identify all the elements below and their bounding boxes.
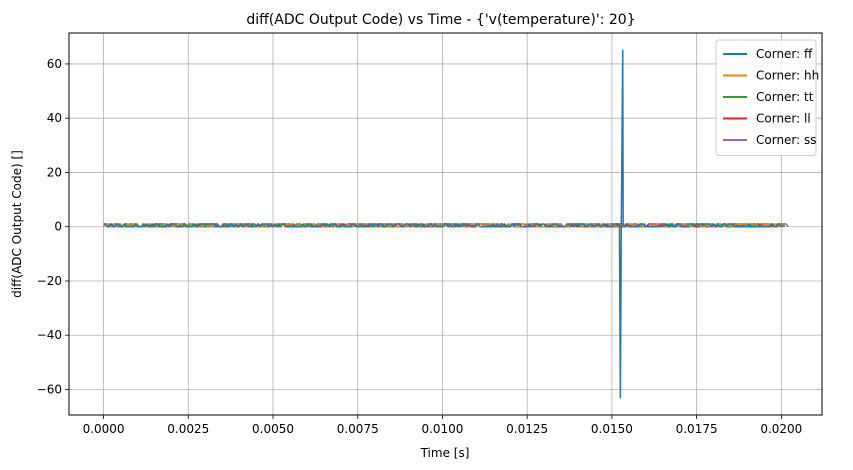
chart-title: diff(ADC Output Code) vs Time - {'v(temp…	[246, 12, 635, 28]
legend-label: Corner: ff	[756, 47, 813, 61]
plot-area	[68, 32, 823, 416]
x-tick-label: 0.0125	[506, 422, 548, 436]
legend: Corner: ff Corner: hh Corner: tt Corner: ll…	[715, 39, 819, 156]
series-layer	[102, 49, 789, 399]
y-axis-title: diff(ADC Output Code) []	[10, 150, 24, 298]
x-tick-label: 0.0000	[83, 422, 125, 436]
x-tick-label: 0.0075	[337, 422, 379, 436]
legend-label: Corner: ll	[756, 112, 811, 126]
x-axis: 0.0000 0.0025 0.0050 0.0075 0.0100 0.0125 0.01…	[83, 415, 802, 436]
y-tick-label: −60	[37, 382, 62, 396]
x-tick-label: 0.0025	[167, 422, 209, 436]
legend-label: Corner: tt	[756, 90, 814, 104]
x-tick-label: 0.0150	[591, 422, 633, 436]
legend-label: Corner: hh	[756, 69, 819, 83]
x-tick-label: 0.0175	[676, 422, 718, 436]
y-tick-label: 0	[54, 220, 62, 234]
legend-label: Corner: ss	[756, 133, 817, 147]
y-tick-label: −20	[37, 274, 62, 288]
y-tick-label: 20	[47, 165, 62, 179]
x-tick-label: 0.0100	[421, 422, 463, 436]
y-tick-label: −40	[37, 328, 62, 342]
x-axis-title: Time [s]	[420, 446, 470, 460]
y-tick-label: 40	[47, 111, 62, 125]
y-axis: −60 −40 −20 0 20 40 60	[37, 57, 69, 396]
plot-frame	[68, 32, 823, 416]
legend-box	[715, 39, 817, 156]
y-tick-label: 60	[47, 57, 62, 71]
x-tick-label: 0.0200	[760, 422, 802, 436]
series-line	[103, 49, 782, 399]
x-tick-label: 0.0050	[252, 422, 294, 436]
